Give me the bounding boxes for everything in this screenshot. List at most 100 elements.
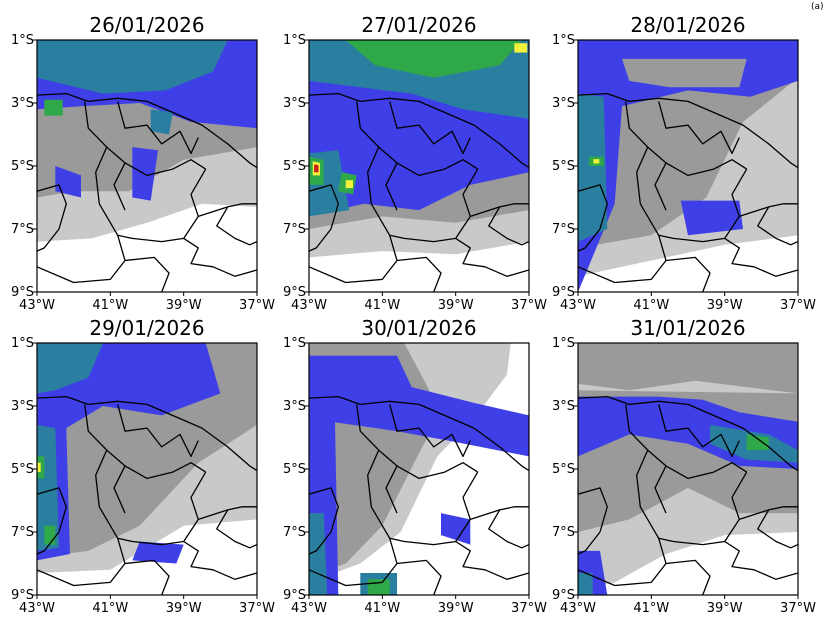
boundary-line: [216, 206, 257, 246]
boundary-line: [124, 462, 207, 480]
boundary-line: [183, 540, 257, 580]
boundary-line: [106, 449, 126, 514]
boundary-line: [578, 101, 667, 284]
boundary-line: [183, 237, 257, 277]
boundary-line: [647, 449, 667, 514]
precip-region-teal: [309, 513, 328, 595]
precip-region-green: [345, 40, 522, 78]
y-tick-label: 9°S: [552, 285, 575, 300]
y-tick-label: 1°S: [552, 33, 575, 48]
boundary-line: [309, 101, 398, 284]
boundary-line: [658, 404, 740, 458]
y-tick-label: 3°S: [283, 96, 306, 111]
boundary-line: [578, 92, 798, 169]
state-boundaries: [37, 92, 257, 292]
x-tick-label: 37°W: [239, 298, 275, 313]
boundary-line: [309, 487, 339, 533]
boundary-line: [757, 509, 798, 549]
x-tick-label: 39°W: [166, 601, 202, 616]
boundary-line: [389, 101, 471, 155]
y-tick-label: 5°S: [552, 462, 575, 477]
y-tick-label: 3°S: [11, 399, 34, 414]
boundary-line: [198, 203, 257, 218]
x-tick-label: 41°W: [633, 601, 669, 616]
y-tick-label: 7°S: [283, 222, 306, 237]
panel-date-title: 30/01/2026: [361, 316, 476, 340]
y-tick-label: 7°S: [552, 525, 575, 540]
x-tick-label: 37°W: [780, 601, 816, 616]
panel-date-title: 29/01/2026: [89, 316, 204, 340]
boundary-line: [309, 92, 529, 169]
x-tick-label: 43°W: [19, 298, 55, 313]
boundary-line: [396, 559, 442, 595]
panel-date-title: 28/01/2026: [630, 13, 745, 37]
y-tick-label: 3°S: [11, 96, 34, 111]
map-panels-grid: 26/01/2026 43°W 41°W 39°W 37°W 1°S 3°S 5°S 7°S 9°…: [11, 13, 816, 616]
precip-region-gray: [622, 58, 747, 88]
precipitation-field: [37, 343, 257, 573]
boundary-line: [739, 203, 798, 218]
boundary-line: [455, 540, 529, 580]
precip-region-blue: [578, 40, 798, 292]
boundary-line: [757, 206, 798, 246]
boundary-line: [37, 404, 126, 587]
map-panel-2: 27/01/2026 43°W 41°W 39°W 37°W 1°S 3°S 5°S 7°S 9°…: [283, 13, 547, 313]
precip-region-blue: [680, 200, 743, 236]
boundary-line: [396, 159, 479, 177]
boundary-line: [455, 237, 529, 277]
x-tick-label: 37°W: [239, 601, 275, 616]
y-tick-label: 5°S: [283, 462, 306, 477]
boundary-line: [117, 404, 199, 458]
precip-region-yellow: [37, 462, 41, 473]
x-tick-label: 37°W: [511, 298, 547, 313]
x-tick-label: 39°W: [707, 601, 743, 616]
precip-region-teal: [37, 343, 103, 394]
y-tick-label: 3°S: [552, 96, 575, 111]
precip-region-blue: [37, 343, 221, 561]
boundary-line: [578, 395, 798, 472]
precip-region-blue: [132, 541, 184, 564]
boundary-line: [665, 559, 711, 595]
state-boundaries: [37, 395, 257, 595]
boundary-line: [37, 228, 60, 252]
precip-region-yellow: [345, 180, 353, 189]
boundary-line: [578, 228, 601, 252]
precipitation-field: [37, 40, 257, 242]
boundary-line: [309, 184, 339, 230]
y-tick-label: 3°S: [283, 399, 306, 414]
x-tick-label: 41°W: [364, 298, 400, 313]
boundary-line: [117, 101, 199, 155]
y-tick-label: 7°S: [283, 525, 306, 540]
boundary-line: [665, 256, 711, 292]
corner-mark: (a): [811, 2, 824, 12]
precip-region-teal: [150, 109, 173, 135]
y-tick-label: 3°S: [552, 399, 575, 414]
boundary-line: [309, 228, 332, 252]
precip-region-gray: [578, 343, 798, 394]
map-panel-1: 26/01/2026 43°W 41°W 39°W 37°W 1°S 3°S 5°S 7°S 9°…: [11, 13, 275, 313]
boundary-line: [124, 559, 170, 595]
boundary-line: [578, 487, 608, 533]
precip-region-teal: [578, 573, 593, 595]
y-tick-label: 9°S: [283, 285, 306, 300]
precipitation-field: [309, 40, 529, 258]
y-tick-label: 5°S: [11, 462, 34, 477]
map-panel-3: 28/01/2026 43°W 41°W 39°W 37°W 1°S 3°S 5°S 7°S 9°…: [552, 13, 816, 313]
precip-region-green: [44, 99, 63, 116]
boundary-line: [389, 404, 471, 458]
boundary-line: [37, 487, 67, 533]
boundary-line: [106, 146, 126, 211]
map-panel-6: 31/01/2026 43°W 41°W 39°W 37°W 1°S 3°S 5°S 7°S 9°…: [552, 316, 816, 616]
y-tick-label: 1°S: [552, 336, 575, 351]
boundary-line: [37, 92, 257, 169]
y-tick-label: 7°S: [11, 525, 34, 540]
x-tick-label: 43°W: [291, 601, 327, 616]
boundary-line: [665, 159, 748, 177]
x-tick-label: 41°W: [364, 601, 400, 616]
precipitation-field: [578, 40, 798, 292]
state-boundaries: [578, 395, 798, 595]
precip-region-blue: [441, 513, 471, 545]
boundary-line: [578, 404, 667, 587]
boundary-line: [396, 256, 442, 292]
x-tick-label: 43°W: [560, 298, 596, 313]
